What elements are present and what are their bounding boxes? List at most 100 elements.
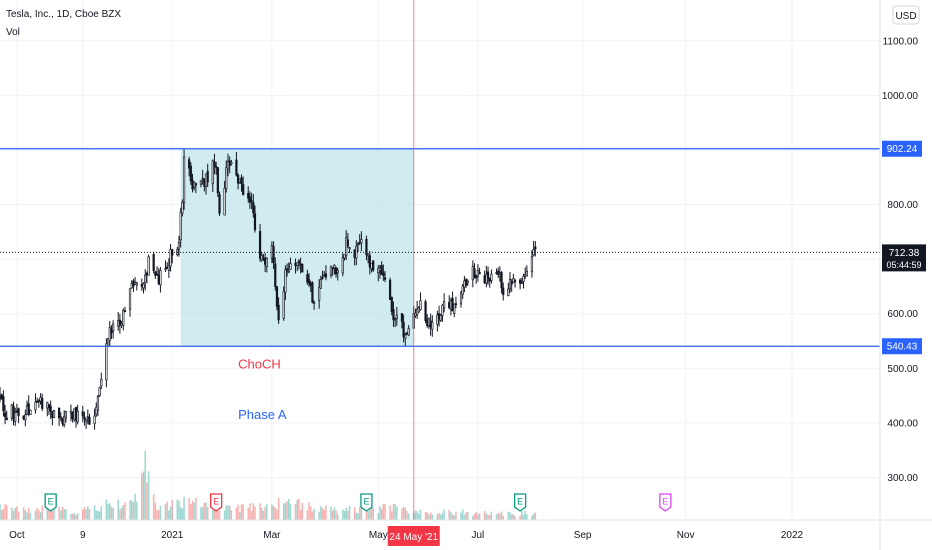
candle[interactable] xyxy=(498,274,501,277)
candle[interactable] xyxy=(400,313,404,322)
candle[interactable] xyxy=(218,194,221,214)
candle[interactable] xyxy=(15,410,18,413)
candle[interactable] xyxy=(534,246,537,250)
candle[interactable] xyxy=(74,406,78,421)
candle[interactable] xyxy=(36,400,39,403)
candle[interactable] xyxy=(353,249,356,258)
candle[interactable] xyxy=(177,242,181,250)
earnings-marker[interactable]: E xyxy=(210,493,223,512)
candle[interactable] xyxy=(142,283,145,289)
candle[interactable] xyxy=(287,270,290,273)
candle[interactable] xyxy=(14,412,17,422)
candle[interactable] xyxy=(431,321,434,330)
candle[interactable] xyxy=(388,279,392,300)
candle[interactable] xyxy=(188,159,191,169)
candle[interactable] xyxy=(27,403,30,415)
candle[interactable] xyxy=(46,402,49,409)
candle[interactable] xyxy=(346,239,349,247)
candle[interactable] xyxy=(296,262,299,266)
candle[interactable] xyxy=(169,249,172,267)
candle[interactable] xyxy=(508,278,512,290)
candle[interactable] xyxy=(194,183,197,186)
candle[interactable] xyxy=(2,396,5,411)
candle[interactable] xyxy=(448,302,451,308)
candle[interactable] xyxy=(95,406,98,415)
candle[interactable] xyxy=(525,270,528,277)
earnings-marker[interactable]: E xyxy=(44,493,57,512)
candle[interactable] xyxy=(123,310,127,313)
candle[interactable] xyxy=(476,269,480,277)
candle[interactable] xyxy=(368,255,371,268)
candle[interactable] xyxy=(378,267,382,271)
candle[interactable] xyxy=(201,177,204,180)
candle[interactable] xyxy=(181,201,184,214)
candle[interactable] xyxy=(270,245,273,259)
candle[interactable] xyxy=(274,263,277,287)
candle[interactable] xyxy=(199,180,203,185)
candle[interactable] xyxy=(147,256,150,276)
candle[interactable] xyxy=(382,272,385,276)
candle[interactable] xyxy=(334,267,338,275)
candle[interactable] xyxy=(454,303,458,305)
candle[interactable] xyxy=(309,282,312,286)
candle[interactable] xyxy=(206,170,209,183)
candle[interactable] xyxy=(319,279,322,289)
candle[interactable] xyxy=(331,267,334,270)
candle[interactable] xyxy=(215,165,218,168)
candle[interactable] xyxy=(289,263,292,270)
candle[interactable] xyxy=(417,307,420,313)
candle[interactable] xyxy=(25,405,29,415)
candle[interactable] xyxy=(22,415,25,420)
candle[interactable] xyxy=(69,410,73,414)
volume-indicator-label[interactable]: Vol xyxy=(6,27,20,38)
earnings-badge[interactable] xyxy=(360,493,373,512)
candle[interactable] xyxy=(98,387,101,396)
candle[interactable] xyxy=(51,411,54,418)
candle[interactable] xyxy=(155,273,159,276)
candle[interactable] xyxy=(76,411,79,423)
candle[interactable] xyxy=(112,323,115,332)
candle[interactable] xyxy=(182,156,186,203)
candle[interactable] xyxy=(248,196,252,203)
candle[interactable] xyxy=(372,260,375,271)
candle[interactable] xyxy=(100,378,103,387)
candle[interactable] xyxy=(370,262,373,270)
candle[interactable] xyxy=(157,275,160,284)
candle[interactable] xyxy=(520,282,523,284)
candle[interactable] xyxy=(34,401,37,411)
candle[interactable] xyxy=(0,394,3,400)
candle[interactable] xyxy=(345,237,348,256)
candle[interactable] xyxy=(262,257,265,260)
candle[interactable] xyxy=(356,243,360,246)
candle[interactable] xyxy=(193,182,196,188)
candle[interactable] xyxy=(118,319,122,326)
earnings-marker[interactable]: E xyxy=(360,493,373,512)
candle[interactable] xyxy=(424,301,427,321)
candle[interactable] xyxy=(105,343,108,381)
candle[interactable] xyxy=(71,412,74,419)
candle[interactable] xyxy=(377,267,380,274)
candle[interactable] xyxy=(236,174,240,184)
candle[interactable] xyxy=(179,211,182,241)
candle[interactable] xyxy=(426,319,429,327)
candle[interactable] xyxy=(189,165,192,182)
candle[interactable] xyxy=(475,274,478,278)
candle[interactable] xyxy=(128,288,132,310)
candle[interactable] xyxy=(490,273,493,281)
candle[interactable] xyxy=(17,408,20,417)
candle[interactable] xyxy=(88,416,91,425)
candle[interactable] xyxy=(37,400,40,403)
candle[interactable] xyxy=(402,321,405,338)
candle[interactable] xyxy=(235,159,238,176)
candle[interactable] xyxy=(52,410,56,418)
candle[interactable] xyxy=(260,255,263,261)
candle[interactable] xyxy=(380,265,383,275)
candle[interactable] xyxy=(321,276,324,279)
candle[interactable] xyxy=(522,275,525,282)
candle[interactable] xyxy=(133,282,137,285)
candle[interactable] xyxy=(57,407,61,419)
candle[interactable] xyxy=(252,202,255,214)
candle[interactable] xyxy=(81,411,84,417)
candle[interactable] xyxy=(299,263,302,266)
